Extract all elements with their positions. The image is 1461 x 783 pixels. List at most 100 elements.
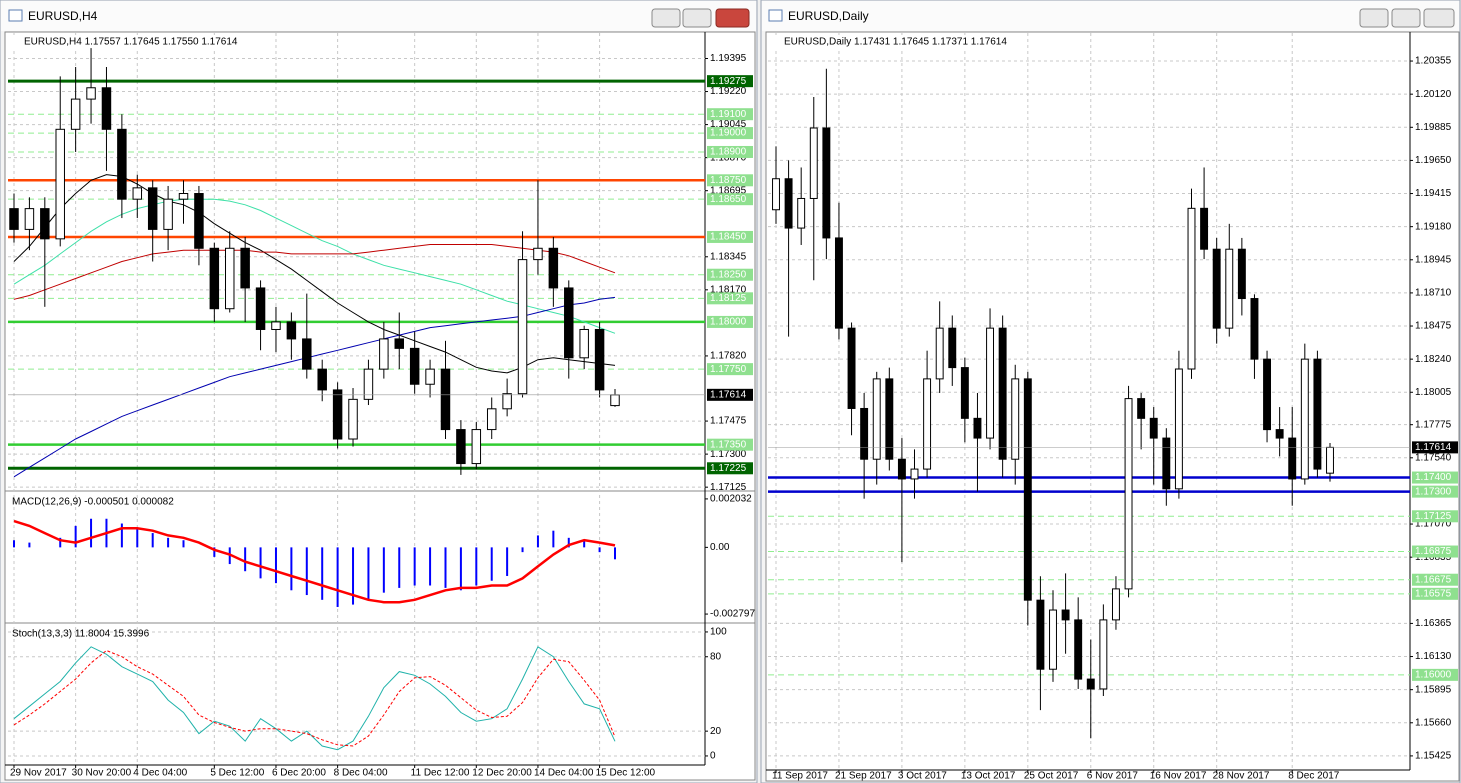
last-price-box <box>1412 441 1458 454</box>
candle-body <box>1074 619 1083 680</box>
window-title: EURUSD,Daily <box>788 9 869 23</box>
level-label-box <box>1412 510 1458 523</box>
candle-body <box>394 338 404 349</box>
candle-body <box>225 247 235 310</box>
candle-body <box>486 408 497 431</box>
candle-body <box>822 127 831 239</box>
x-tick-label: 29 Nov 2017 <box>10 768 67 779</box>
level-label-box <box>707 363 753 376</box>
candle-body <box>440 368 451 431</box>
indicator-title: MACD(12,26,9) -0.000501 0.000082 <box>12 497 174 508</box>
candle-body <box>1225 248 1234 329</box>
candle-body <box>564 287 574 359</box>
candle-body <box>471 429 482 465</box>
y-tick-label: 100 <box>710 627 727 638</box>
candle-body <box>456 429 466 465</box>
candle-body <box>286 321 297 340</box>
y-tick-label: 1.18240 <box>1415 354 1452 365</box>
level-label: 1.17350 <box>710 439 747 450</box>
candle-body <box>885 378 894 460</box>
level-label: 1.19275 <box>710 76 747 87</box>
window-title: EURUSD,H4 <box>28 9 98 23</box>
close-button[interactable] <box>1423 8 1455 28</box>
level-label-box <box>1412 545 1458 558</box>
candle-body <box>834 237 843 329</box>
candle-body <box>194 193 204 249</box>
maximize-button[interactable] <box>1391 8 1421 28</box>
candle-body <box>409 347 420 385</box>
level-label: 1.18250 <box>710 269 747 280</box>
candle-body <box>897 458 906 480</box>
indicator-line <box>13 646 616 751</box>
y-tick-label: 0.00 <box>710 542 730 553</box>
level-label: 1.16575 <box>1415 588 1452 599</box>
candle-body <box>1149 417 1158 439</box>
x-tick-label: 15 Dec 12:00 <box>596 768 656 779</box>
level-label-box <box>1412 573 1458 586</box>
candle-body <box>209 247 220 310</box>
level-label-box <box>707 315 753 328</box>
level-label: 1.18650 <box>710 194 747 205</box>
candle-body <box>40 208 50 240</box>
candle-body <box>1288 437 1297 480</box>
y-tick-label: 1.18695 <box>710 185 747 196</box>
candle-body <box>548 247 559 289</box>
y-tick-label: 1.16130 <box>1415 651 1452 662</box>
candle-body <box>960 367 969 419</box>
x-tick-label: 25 Oct 2017 <box>1024 771 1079 782</box>
candle-body <box>147 187 158 230</box>
candle-body <box>1300 358 1309 480</box>
candle-body <box>502 393 512 410</box>
candle-body <box>923 378 932 470</box>
title-bar <box>1 1 756 31</box>
minimize-button[interactable] <box>651 8 681 28</box>
y-tick-label: 1.15425 <box>1415 751 1452 762</box>
y-tick-label: -0.002797 <box>710 609 755 620</box>
indicator-line <box>13 198 616 334</box>
candle-body <box>1023 378 1032 601</box>
level-label: 1.17125 <box>1415 511 1452 522</box>
candle-body <box>317 368 327 391</box>
candle-body <box>101 87 112 130</box>
candle-body <box>86 87 96 100</box>
level-label-box <box>707 108 753 121</box>
level-label-box <box>707 145 753 158</box>
header-bg <box>10 35 260 48</box>
candle-body <box>872 378 881 460</box>
y-tick-label: 1.18345 <box>710 251 747 262</box>
x-tick-label: 21 Sep 2017 <box>835 771 892 782</box>
chart-area <box>4 31 756 781</box>
chart-area <box>765 31 1460 782</box>
close-button[interactable] <box>715 8 750 28</box>
x-tick-label: 8 Dec 2017 <box>1288 771 1340 782</box>
candle-body <box>517 259 528 395</box>
window-icon <box>8 9 23 22</box>
candle-body <box>948 327 957 369</box>
level-label: 1.18125 <box>710 293 747 304</box>
candle-body <box>363 368 374 400</box>
last-price-box <box>707 388 753 401</box>
y-tick-label: 1.17125 <box>710 482 747 493</box>
level-label: 1.18450 <box>710 232 747 243</box>
y-tick-label: 20 <box>710 726 722 737</box>
level-label: 1.17750 <box>710 364 747 375</box>
y-tick-label: 1.20120 <box>1415 89 1452 100</box>
maximize-button[interactable] <box>682 8 712 28</box>
last-price-label: 1.17614 <box>710 389 747 400</box>
candle-body <box>1212 248 1221 329</box>
level-label: 1.16675 <box>1415 574 1452 585</box>
candle-body <box>255 287 266 330</box>
indicator-line <box>13 174 616 374</box>
y-tick-label: 1.17775 <box>1415 419 1452 430</box>
y-tick-label: 0 <box>710 751 716 762</box>
candle-body <box>1250 298 1259 360</box>
y-tick-label: 1.17540 <box>1415 452 1452 463</box>
level-label-box <box>707 193 753 206</box>
level-label: 1.17300 <box>1415 486 1452 497</box>
candle-body <box>178 193 189 200</box>
candle-body <box>9 208 19 230</box>
minimize-button[interactable] <box>1359 8 1389 28</box>
candle-body <box>1187 207 1196 370</box>
level-label-box <box>1412 668 1458 681</box>
level-label-box <box>707 268 753 281</box>
